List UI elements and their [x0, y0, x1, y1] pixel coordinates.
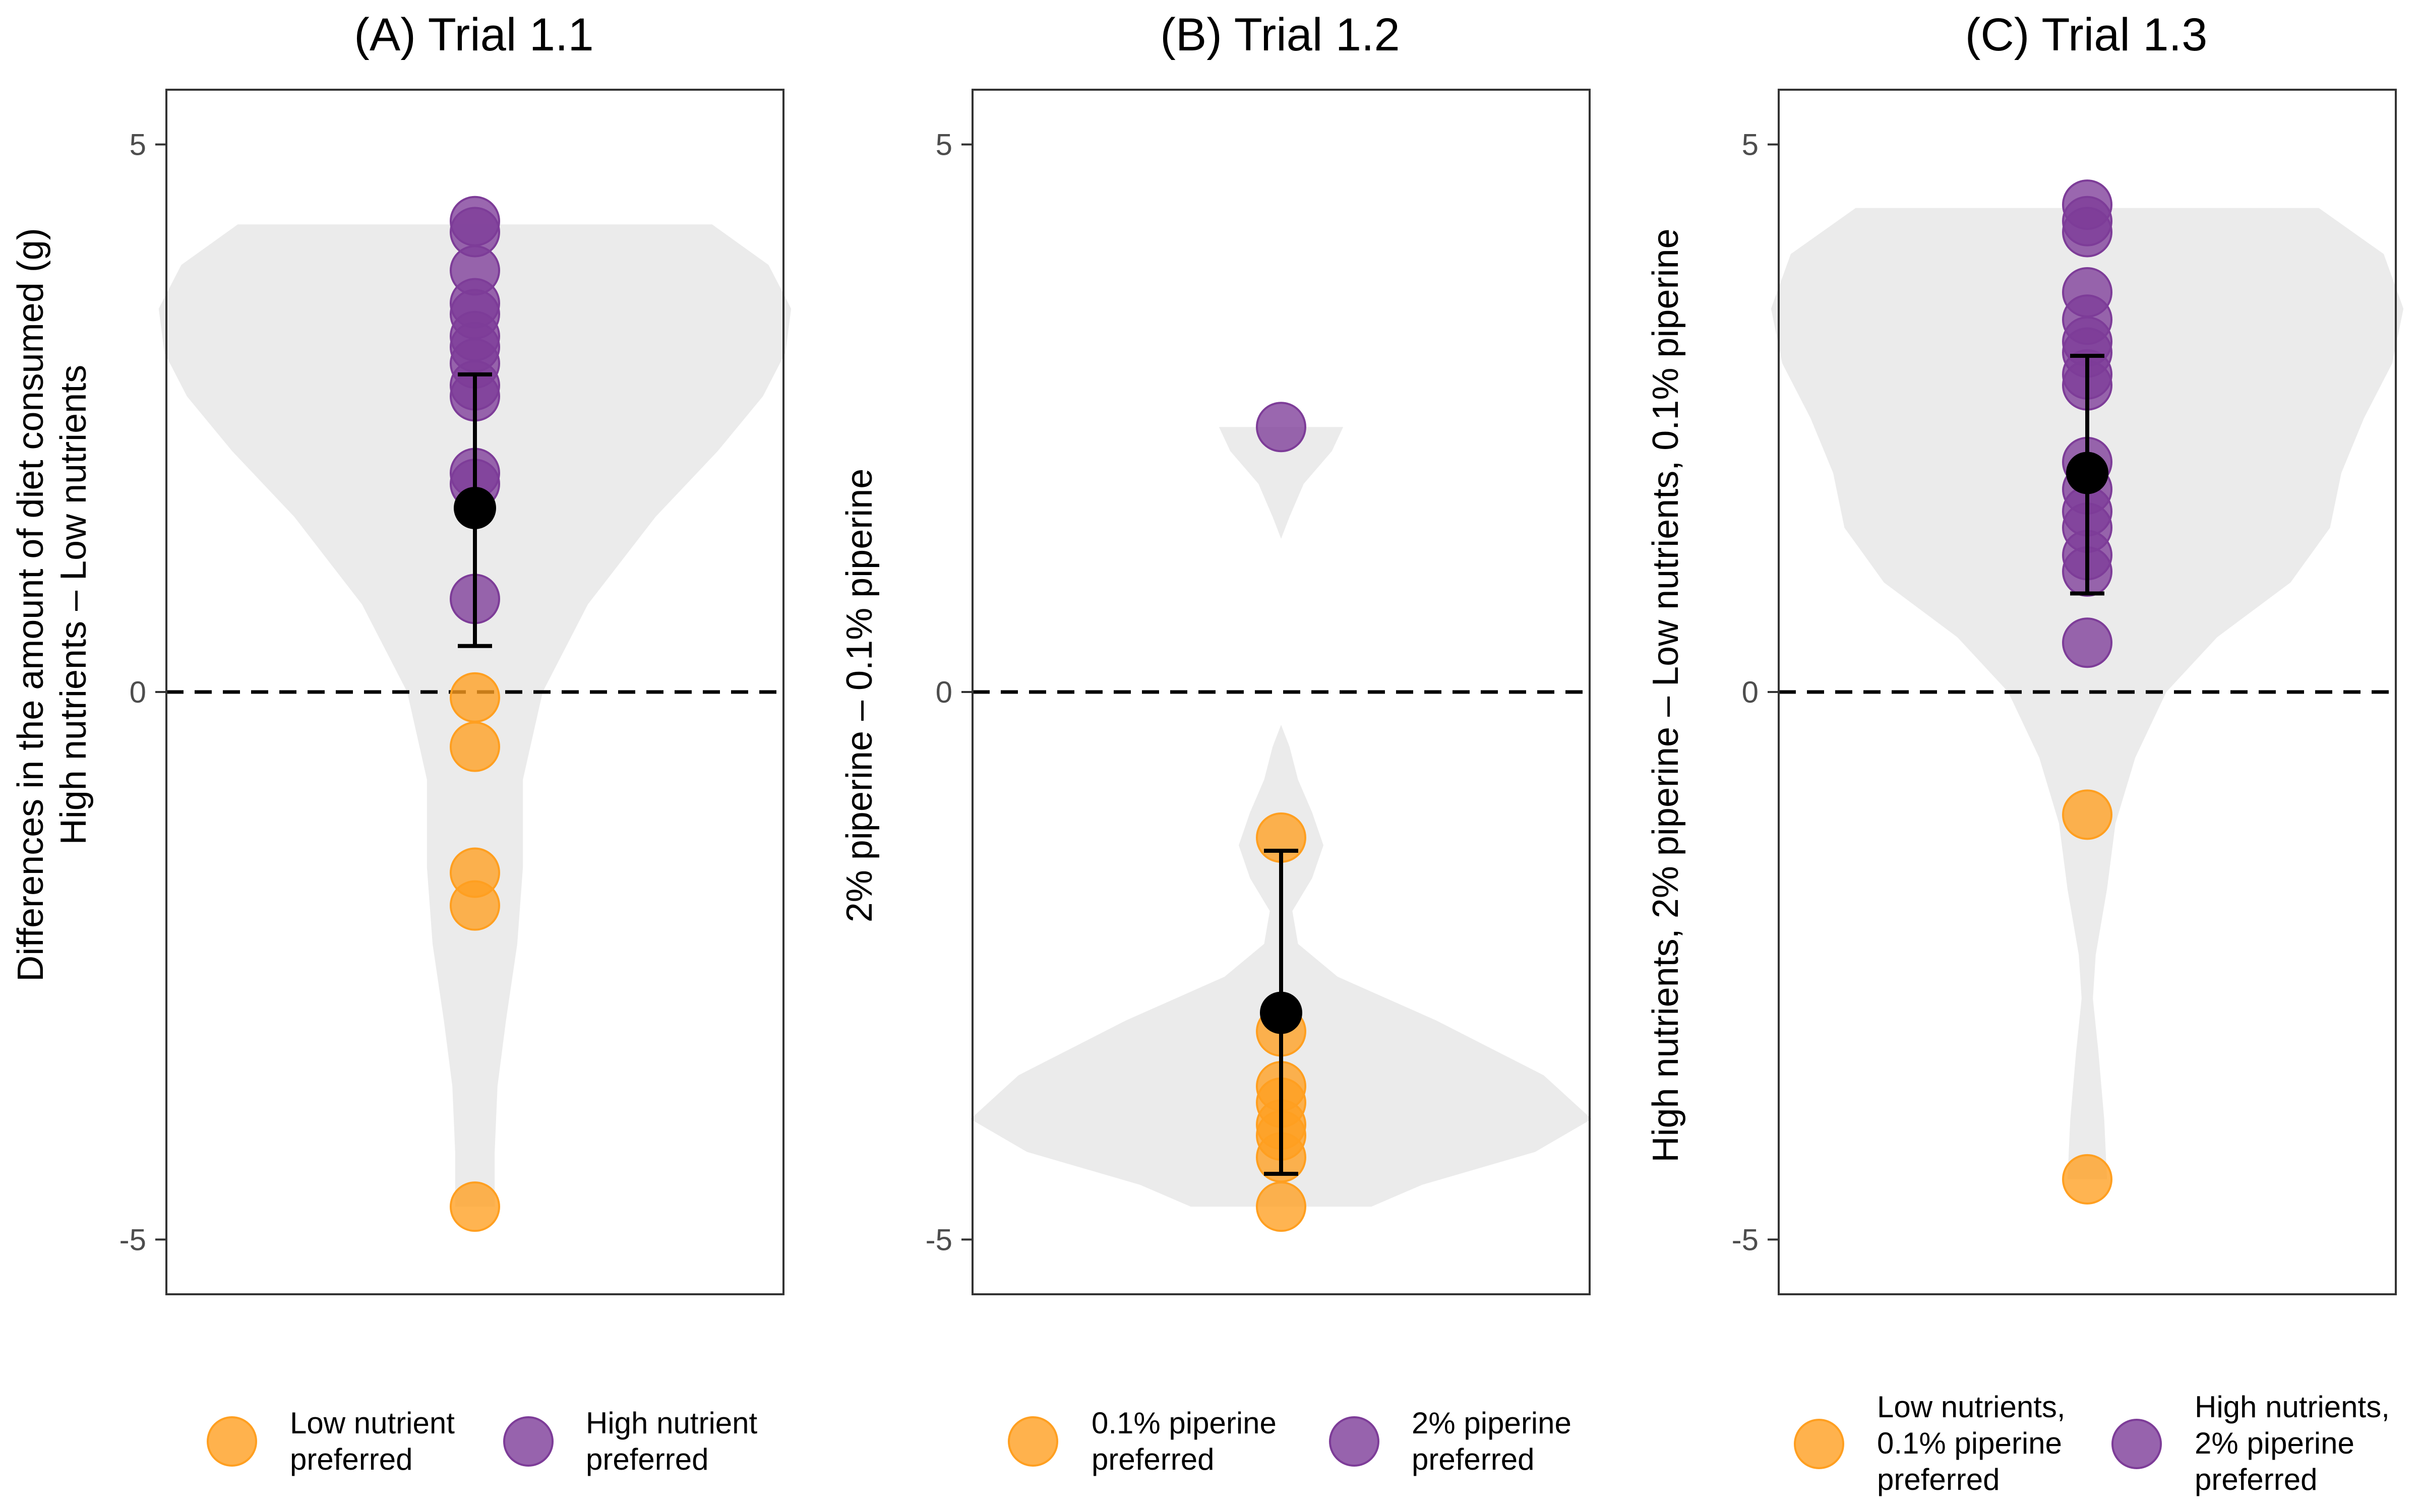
panel-b-ytick-label-1: 0: [936, 675, 952, 709]
panel-a-mean-point: [454, 486, 496, 529]
panel-a-legend-high-line2: preferred: [586, 1442, 708, 1476]
panel-b-point-0-high: [1256, 402, 1306, 453]
panel-c-violin: [1771, 208, 2404, 1179]
panel-c-ytick-label-1: 0: [1742, 675, 1759, 709]
panel-c-legend-low-line1: Low nutrients,: [1877, 1390, 2066, 1424]
panel-c-legend: Low nutrients, 0.1% piperine preferred H…: [1794, 1390, 2390, 1496]
panel-c-point-2-high: [2062, 207, 2112, 258]
panel-a-legend: Low nutrient preferred High nutrient pre…: [207, 1406, 758, 1476]
panel-b-legend: 0.1% piperine preferred 2% piperine pref…: [1008, 1406, 1571, 1476]
panel-a-title: (A) Trial 1.1: [354, 9, 593, 60]
panel-c-mean-point: [2066, 452, 2108, 494]
panel-b-legend-low-key: [1008, 1416, 1058, 1467]
panel-b-legend-high-key: [1329, 1416, 1379, 1467]
panel-a-legend-high-line1: High nutrient: [586, 1406, 758, 1440]
panel-b-legend-low-line1: 0.1% piperine: [1092, 1406, 1277, 1440]
panel-a-y-axis: 5 0 -5: [119, 128, 166, 1256]
panel-c-title: (C) Trial 1.3: [1965, 9, 2208, 60]
panel-c-legend-low-line2: 0.1% piperine: [1877, 1426, 2062, 1460]
panel-b-y-axis: 5 0 -5: [926, 128, 973, 1256]
panel-c-ytick-label-0: 5: [1742, 128, 1759, 162]
panel-b-legend-low-line2: preferred: [1092, 1442, 1214, 1476]
panel-c-legend-low-line3: preferred: [1877, 1463, 2000, 1496]
panel-c-legend-high-key: [2111, 1419, 2162, 1469]
panel-a-point-17-low: [450, 1181, 500, 1232]
panel-a-point-16-low: [450, 880, 500, 931]
panel-a-ytick-label-0: 5: [130, 128, 146, 162]
panel-c-ytick-label-2: -5: [1732, 1223, 1759, 1256]
panel-a-legend-low-line1: Low nutrient: [290, 1406, 455, 1440]
panel-c-y-axis: 5 0 -5: [1732, 128, 1779, 1256]
panel-a-ytick-label-2: -5: [119, 1223, 146, 1256]
panel-b-title: (B) Trial 1.2: [1160, 9, 1400, 60]
panel-c-legend-low-key: [1794, 1419, 1844, 1469]
panel-b-ytick-label-0: 5: [936, 128, 952, 162]
panel-b-legend-high-line2: preferred: [1412, 1442, 1534, 1476]
panel-c-point-16-low: [2062, 789, 2112, 840]
panel-a-ytick-label-1: 0: [130, 675, 146, 709]
panel-a-legend-low-line2: preferred: [290, 1442, 412, 1476]
panel-b-mean-point: [1260, 991, 1302, 1034]
panel-a-ylabel-line2: High nutrients – Low nutrients: [53, 365, 94, 845]
panel-b-point-8-low: [1256, 1181, 1306, 1232]
panel-a-point-13-low: [450, 672, 500, 723]
panel-b-ytick-label-2: -5: [926, 1223, 952, 1256]
panel-a-legend-low-key: [207, 1416, 257, 1467]
panel-c: (C) Trial 1.3 High nutrients, 2% piperin…: [1646, 9, 2404, 1496]
panel-a-ylabel-line1: Differences in the amount of diet consum…: [11, 228, 51, 981]
panel-c-ylabel-line1: High nutrients, 2% piperine – Low nutrie…: [1646, 228, 1686, 1162]
panel-b-ylabel-line1: 2% piperine – 0.1% piperine: [839, 469, 880, 923]
panel-c-legend-high-line1: High nutrients,: [2195, 1390, 2390, 1424]
panel-a-legend-high-key: [503, 1416, 554, 1467]
panel-c-legend-high-line3: preferred: [2195, 1463, 2317, 1496]
panel-a-point-14-low: [450, 721, 500, 772]
panel-b: (B) Trial 1.2 2% piperine – 0.1% piperin…: [839, 9, 1592, 1476]
panel-b-legend-high-line1: 2% piperine: [1412, 1406, 1571, 1440]
panel-c-violin-layer: [1771, 208, 2404, 1179]
panel-a: (A) Trial 1.1 Differences in the amount …: [11, 9, 792, 1476]
panel-c-point-17-low: [2062, 1154, 2112, 1205]
panel-c-legend-high-line2: 2% piperine: [2195, 1426, 2354, 1460]
panel-c-point-15-high: [2062, 617, 2112, 668]
